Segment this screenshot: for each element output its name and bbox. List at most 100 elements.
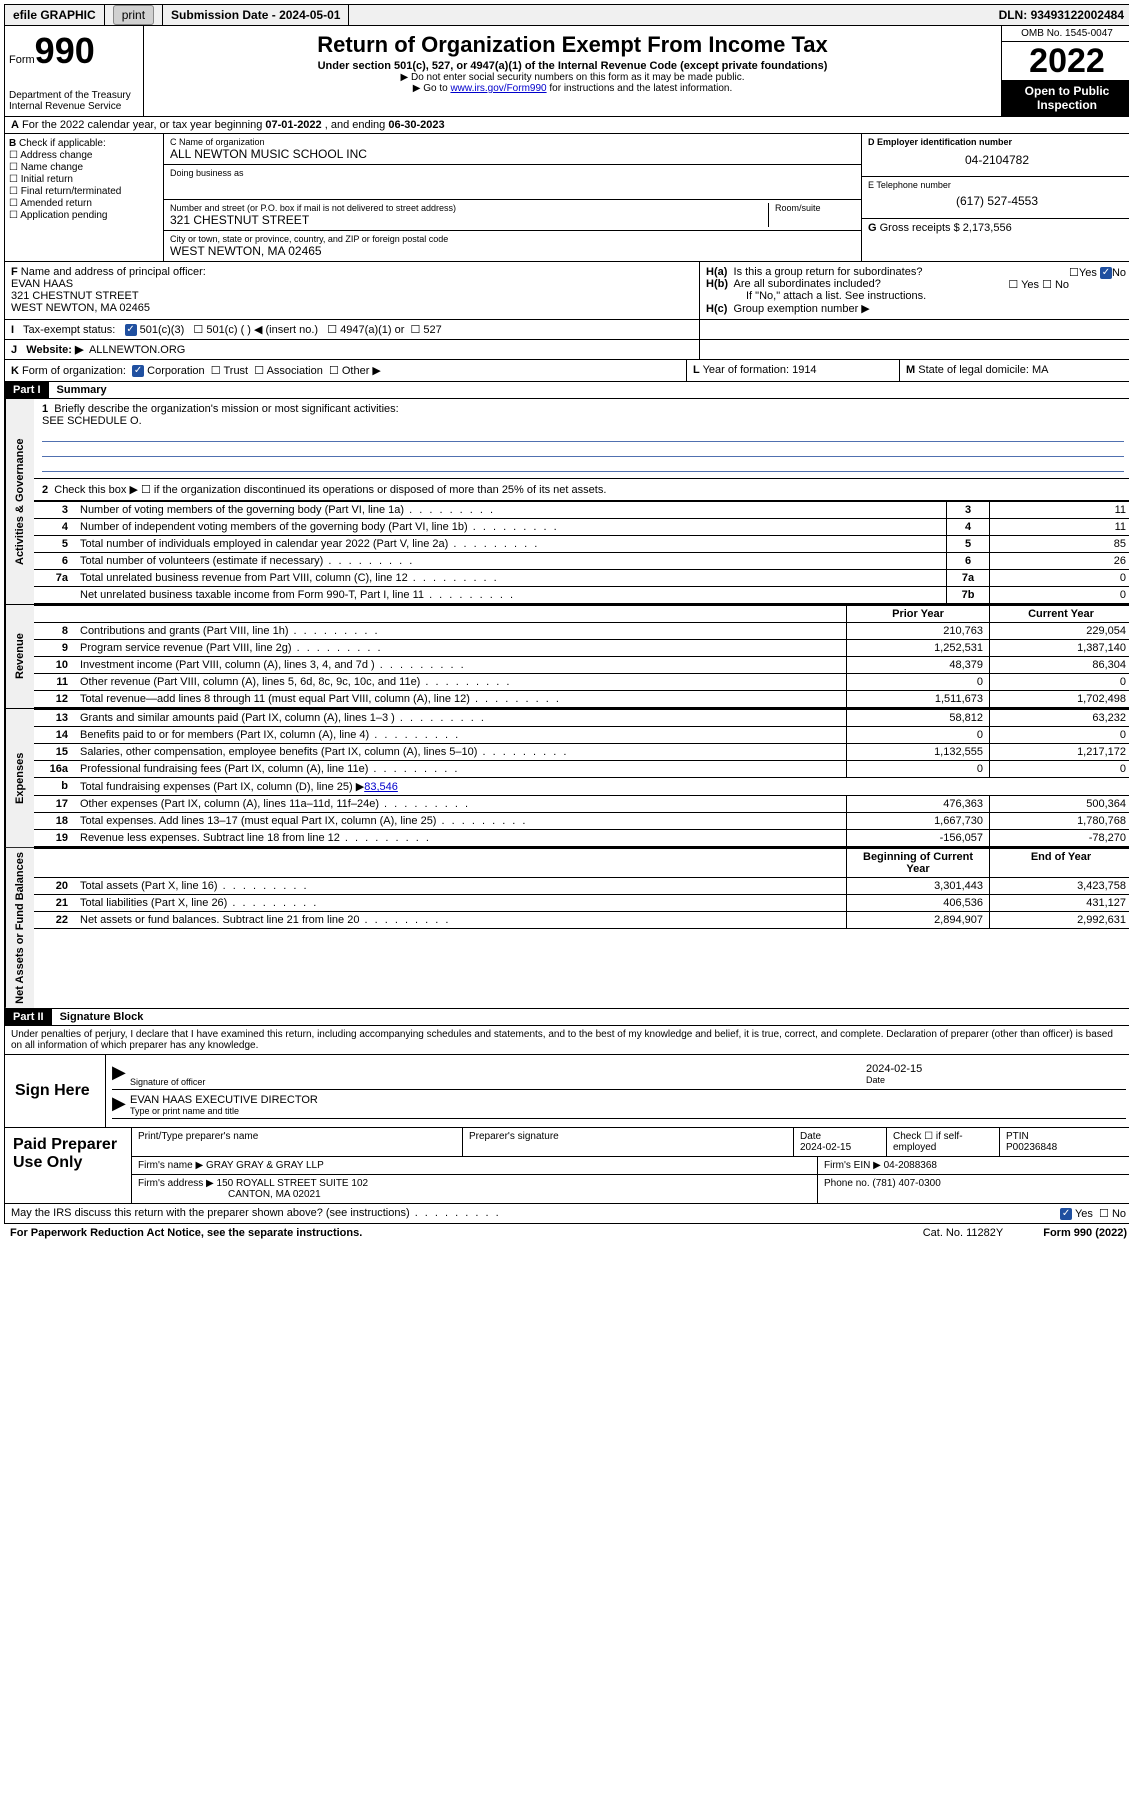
prep-date: 2024-02-15 xyxy=(800,1142,851,1153)
mission-label: Briefly describe the organization's miss… xyxy=(54,403,398,415)
ha-no-checked: ✓ xyxy=(1100,267,1112,279)
ptin-value: P00236848 xyxy=(1006,1142,1057,1153)
preparer-block: Paid Preparer Use Only Print/Type prepar… xyxy=(4,1128,1129,1204)
part-2-title: Signature Block xyxy=(52,1009,152,1025)
line2-text: Check this box ▶ ☐ if the organization d… xyxy=(54,484,606,496)
part-1-title: Summary xyxy=(49,382,115,398)
website-value: ALLNEWTON.ORG xyxy=(89,344,185,356)
form-title: Return of Organization Exempt From Incom… xyxy=(148,32,997,58)
paperwork-notice: For Paperwork Reduction Act Notice, see … xyxy=(10,1227,362,1239)
city-label: City or town, state or province, country… xyxy=(170,234,855,244)
efile-label: efile GRAPHIC xyxy=(5,5,105,25)
org-name: ALL NEWTON MUSIC SCHOOL INC xyxy=(170,147,855,161)
col-right-ids: D Employer identification number 04-2104… xyxy=(861,134,1129,261)
form-word: Form xyxy=(9,54,35,66)
netassets-table: Beginning of Current YearEnd of Year 20T… xyxy=(34,848,1129,929)
ha-text: Is this a group return for subordinates? xyxy=(734,266,923,278)
city-value: WEST NEWTON, MA 02465 xyxy=(170,244,855,258)
firm-phone: (781) 407-0300 xyxy=(872,1178,940,1189)
hb-text: Are all subordinates included? xyxy=(734,278,881,290)
street-label: Number and street (or P.O. box if mail i… xyxy=(170,203,768,213)
netassets-section: Net Assets or Fund Balances Beginning of… xyxy=(4,848,1129,1009)
hb-note: If "No," attach a list. See instructions… xyxy=(706,290,1126,302)
state-domicile: MA xyxy=(1032,364,1049,376)
chk-corporation: ✓ xyxy=(132,365,144,377)
side-netassets: Net Assets or Fund Balances xyxy=(5,848,34,1008)
chk-initial-return[interactable]: Initial return xyxy=(9,174,159,185)
hc-text: Group exemption number ▶ xyxy=(734,303,870,315)
header-right: OMB No. 1545-0047 2022 Open to Public In… xyxy=(1001,26,1129,116)
officer-name-title: EVAN HAAS EXECUTIVE DIRECTOR xyxy=(130,1094,1126,1106)
side-expenses: Expenses xyxy=(5,709,34,847)
sig-arrow-icon: ▶ xyxy=(112,1063,130,1087)
submission-date: Submission Date - 2024-05-01 xyxy=(163,5,349,25)
print-button[interactable]: print xyxy=(105,5,163,25)
row-j-website: J Website: ▶ ALLNEWTON.ORG xyxy=(4,340,1129,360)
chk-final-return[interactable]: Final return/terminated xyxy=(9,186,159,197)
chk-name-change[interactable]: Name change xyxy=(9,162,159,173)
officer-label: Name and address of principal officer: xyxy=(21,266,206,278)
name-title-label: Type or print name and title xyxy=(130,1106,1126,1116)
part-1-header: Part I xyxy=(5,382,49,398)
dba-label: Doing business as xyxy=(170,168,855,178)
firm-addr1: 150 ROYALL STREET SUITE 102 xyxy=(217,1178,369,1189)
side-revenue: Revenue xyxy=(5,605,34,708)
org-name-label: C Name of organization xyxy=(170,137,855,147)
firm-name: GRAY GRAY & GRAY LLP xyxy=(206,1160,324,1171)
ein-value: 04-2104782 xyxy=(868,147,1126,167)
footer-bottom: For Paperwork Reduction Act Notice, see … xyxy=(4,1224,1129,1242)
part-1-bar: Part I Summary xyxy=(4,382,1129,399)
phone-label: E Telephone number xyxy=(868,180,1126,190)
form-ref: Form 990 (2022) xyxy=(1043,1227,1127,1239)
cat-number: Cat. No. 11282Y xyxy=(923,1227,1004,1239)
form-number: 990 xyxy=(35,30,95,71)
sig-date-label: Date xyxy=(866,1075,1126,1085)
firm-addr2: CANTON, MA 02021 xyxy=(138,1189,321,1200)
part-2-bar: Part II Signature Block xyxy=(4,1009,1129,1026)
street-value: 321 CHESTNUT STREET xyxy=(170,213,768,227)
dln: DLN: 93493122002484 xyxy=(991,5,1129,25)
mission-value: SEE SCHEDULE O. xyxy=(42,415,142,427)
col-b-checkboxes: B Check if applicable: Address change Na… xyxy=(5,134,164,261)
year-formation: 1914 xyxy=(792,364,816,376)
officer-addr2: WEST NEWTON, MA 02465 xyxy=(11,302,150,314)
row-a-tax-year: A For the 2022 calendar year, or tax yea… xyxy=(4,117,1129,134)
chk-address-change[interactable]: Address change xyxy=(9,150,159,161)
sign-here-label: Sign Here xyxy=(5,1055,106,1127)
discuss-row: May the IRS discuss this return with the… xyxy=(4,1204,1129,1224)
chk-amended-return[interactable]: Amended return xyxy=(9,198,159,209)
revenue-table: Prior YearCurrent Year 8Contributions an… xyxy=(34,605,1129,708)
side-governance: Activities & Governance xyxy=(5,399,34,604)
omb-number: OMB No. 1545-0047 xyxy=(1002,26,1129,42)
expenses-section: Expenses 13Grants and similar amounts pa… xyxy=(4,709,1129,848)
chk-501c3: ✓ xyxy=(125,324,137,336)
sig-arrow-icon-2: ▶ xyxy=(112,1094,130,1116)
sign-block: Sign Here ▶ Signature of officer 2024-02… xyxy=(4,1055,1129,1128)
section-f-h: F Name and address of principal officer:… xyxy=(4,262,1129,320)
form-subtitle: Under section 501(c), 527, or 4947(a)(1)… xyxy=(148,60,997,72)
main-info-block: B Check if applicable: Address change Na… xyxy=(4,134,1129,262)
discuss-yes-checked: ✓ xyxy=(1060,1208,1072,1220)
row-i-tax-status: I Tax-exempt status: ✓ 501(c)(3) ☐ 501(c… xyxy=(4,320,1129,340)
penalty-statement: Under penalties of perjury, I declare th… xyxy=(4,1026,1129,1055)
governance-table: 3Number of voting members of the governi… xyxy=(34,501,1129,604)
revenue-section: Revenue Prior YearCurrent Year 8Contribu… xyxy=(4,605,1129,709)
sig-date-value: 2024-02-15 xyxy=(866,1063,1126,1075)
header-mid: Return of Organization Exempt From Incom… xyxy=(144,26,1001,116)
row-k-form-org: K Form of organization: ✓ Corporation ☐ … xyxy=(4,360,1129,382)
officer-name: EVAN HAAS xyxy=(11,278,73,290)
governance-section: Activities & Governance 1 Briefly descri… xyxy=(4,399,1129,605)
discuss-text: May the IRS discuss this return with the… xyxy=(11,1207,501,1220)
gross-receipts-value: 2,173,556 xyxy=(963,222,1012,234)
irs-link[interactable]: www.irs.gov/Form990 xyxy=(450,83,546,94)
phone-value: (617) 527-4553 xyxy=(868,190,1126,208)
top-bar: efile GRAPHIC print Submission Date - 20… xyxy=(4,4,1129,26)
firm-ein: 04-2088368 xyxy=(884,1160,937,1171)
ssn-note: Do not enter social security numbers on … xyxy=(148,72,997,83)
chk-application-pending[interactable]: Application pending xyxy=(9,210,159,221)
suite-label: Room/suite xyxy=(775,203,855,213)
expenses-table: 13Grants and similar amounts paid (Part … xyxy=(34,709,1129,847)
tax-year: 2022 xyxy=(1002,42,1129,80)
col-c-organization: C Name of organization ALL NEWTON MUSIC … xyxy=(164,134,861,261)
fundraising-link[interactable]: 83,546 xyxy=(364,781,398,793)
